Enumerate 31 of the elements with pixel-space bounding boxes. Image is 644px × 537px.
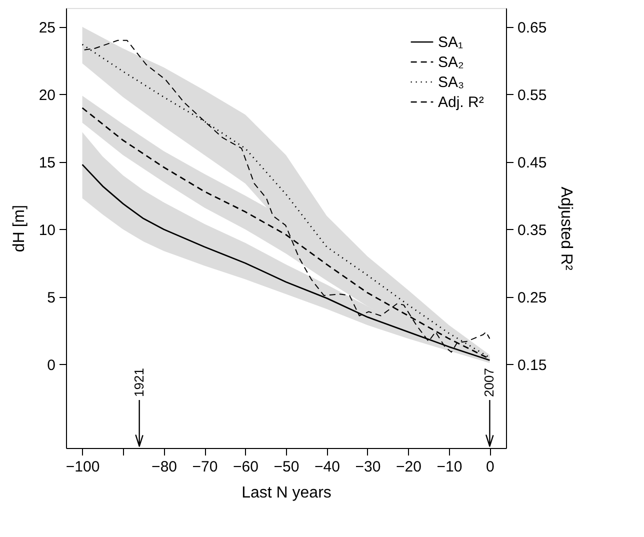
annotation: 1921 bbox=[131, 368, 146, 397]
x-tick-label: −10 bbox=[436, 458, 462, 476]
legend-label: SA₁ bbox=[438, 34, 464, 51]
x-tick-label: 0 bbox=[486, 458, 494, 476]
y2-axis-title: Adjusted R² bbox=[558, 186, 575, 271]
x-tick-label: −50 bbox=[274, 458, 300, 476]
y-tick-label: 20 bbox=[38, 86, 56, 104]
legend-label: SA₂ bbox=[438, 54, 464, 71]
y-tick-label: 15 bbox=[38, 154, 56, 172]
x-tick-label: −40 bbox=[314, 458, 340, 476]
y2-tick-label: 0.35 bbox=[518, 222, 547, 239]
y-axis-title: dH [m] bbox=[10, 204, 28, 252]
y-tick-label: 10 bbox=[38, 222, 56, 239]
x-tick-label: −80 bbox=[152, 458, 178, 476]
y2-tick-label: 0.65 bbox=[518, 19, 547, 36]
x-tick-label: −30 bbox=[355, 458, 381, 476]
annotation: 2007 bbox=[482, 368, 497, 397]
legend-label: Adj. R² bbox=[438, 94, 484, 111]
legend-label: SA₃ bbox=[438, 74, 464, 91]
y2-tick-label: 0.15 bbox=[518, 356, 547, 374]
y2-tick-label: 0.45 bbox=[518, 154, 547, 172]
x-axis-title: Last N years bbox=[242, 484, 332, 502]
y2-tick-label: 0.55 bbox=[518, 86, 547, 104]
y-tick-label: 0 bbox=[47, 356, 56, 374]
y2-tick-label: 0.25 bbox=[518, 289, 547, 306]
x-tick-label: −100 bbox=[66, 458, 100, 476]
x-tick-label: −20 bbox=[396, 458, 422, 476]
x-tick-label: −60 bbox=[233, 458, 258, 476]
x-tick-label: −70 bbox=[192, 458, 218, 476]
y-tick-label: 25 bbox=[38, 19, 56, 36]
y-tick-label: 5 bbox=[47, 289, 56, 306]
